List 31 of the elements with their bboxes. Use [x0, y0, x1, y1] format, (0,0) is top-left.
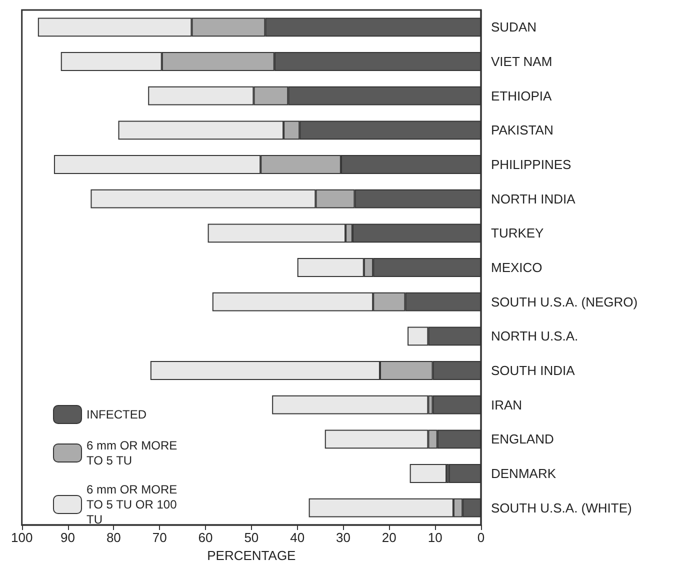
y-tick-label: DENMARK — [491, 466, 556, 481]
legend-label: 6 mm OR MORE TO 5 TU — [86, 438, 181, 468]
y-tick-label: VIET NAM — [491, 54, 552, 69]
y-tick-label: TURKEY — [491, 226, 544, 241]
x-tick-label: 0 — [477, 530, 485, 545]
y-tick-label: SOUTH INDIA — [491, 363, 576, 378]
x-axis-title: PERCENTAGE — [207, 548, 296, 563]
x-tick-label: 10 — [428, 530, 442, 545]
y-tick-label: PAKISTAN — [491, 122, 554, 138]
bar — [410, 464, 447, 483]
y-tick-label: NORTH INDIA — [491, 191, 576, 206]
x-tick-label: 100 — [10, 530, 33, 545]
x-tick-label: 50 — [244, 530, 259, 545]
y-tick-label: ETHIOPIA — [491, 88, 552, 104]
x-tick-label: 70 — [152, 530, 167, 545]
x-tick-label: 40 — [290, 530, 305, 545]
y-tick-label: SUDAN — [491, 20, 537, 35]
legend-label: 6 mm OR MORE TO 5 TU OR 100 TU — [86, 482, 181, 526]
x-tick-label: 90 — [60, 530, 75, 545]
legend-label: INFECTED — [86, 408, 147, 422]
y-tick-label: SOUTH U.S.A. (WHITE) — [491, 500, 632, 516]
x-tick-label: 30 — [336, 530, 350, 545]
x-tick-label: 20 — [382, 530, 396, 545]
y-tick-label: SOUTH U.S.A. (NEGRO) — [491, 294, 638, 310]
y-tick-label: NORTH U.S.A. — [491, 328, 578, 344]
y-tick-label: MEXICO — [491, 260, 542, 275]
y-tick-label: PHILIPPINES — [491, 157, 572, 172]
y-tick-label: IRAN — [491, 397, 522, 412]
x-tick-label: 60 — [198, 530, 213, 545]
x-tick-label: 80 — [106, 530, 121, 545]
y-tick-label: ENGLAND — [491, 432, 554, 447]
